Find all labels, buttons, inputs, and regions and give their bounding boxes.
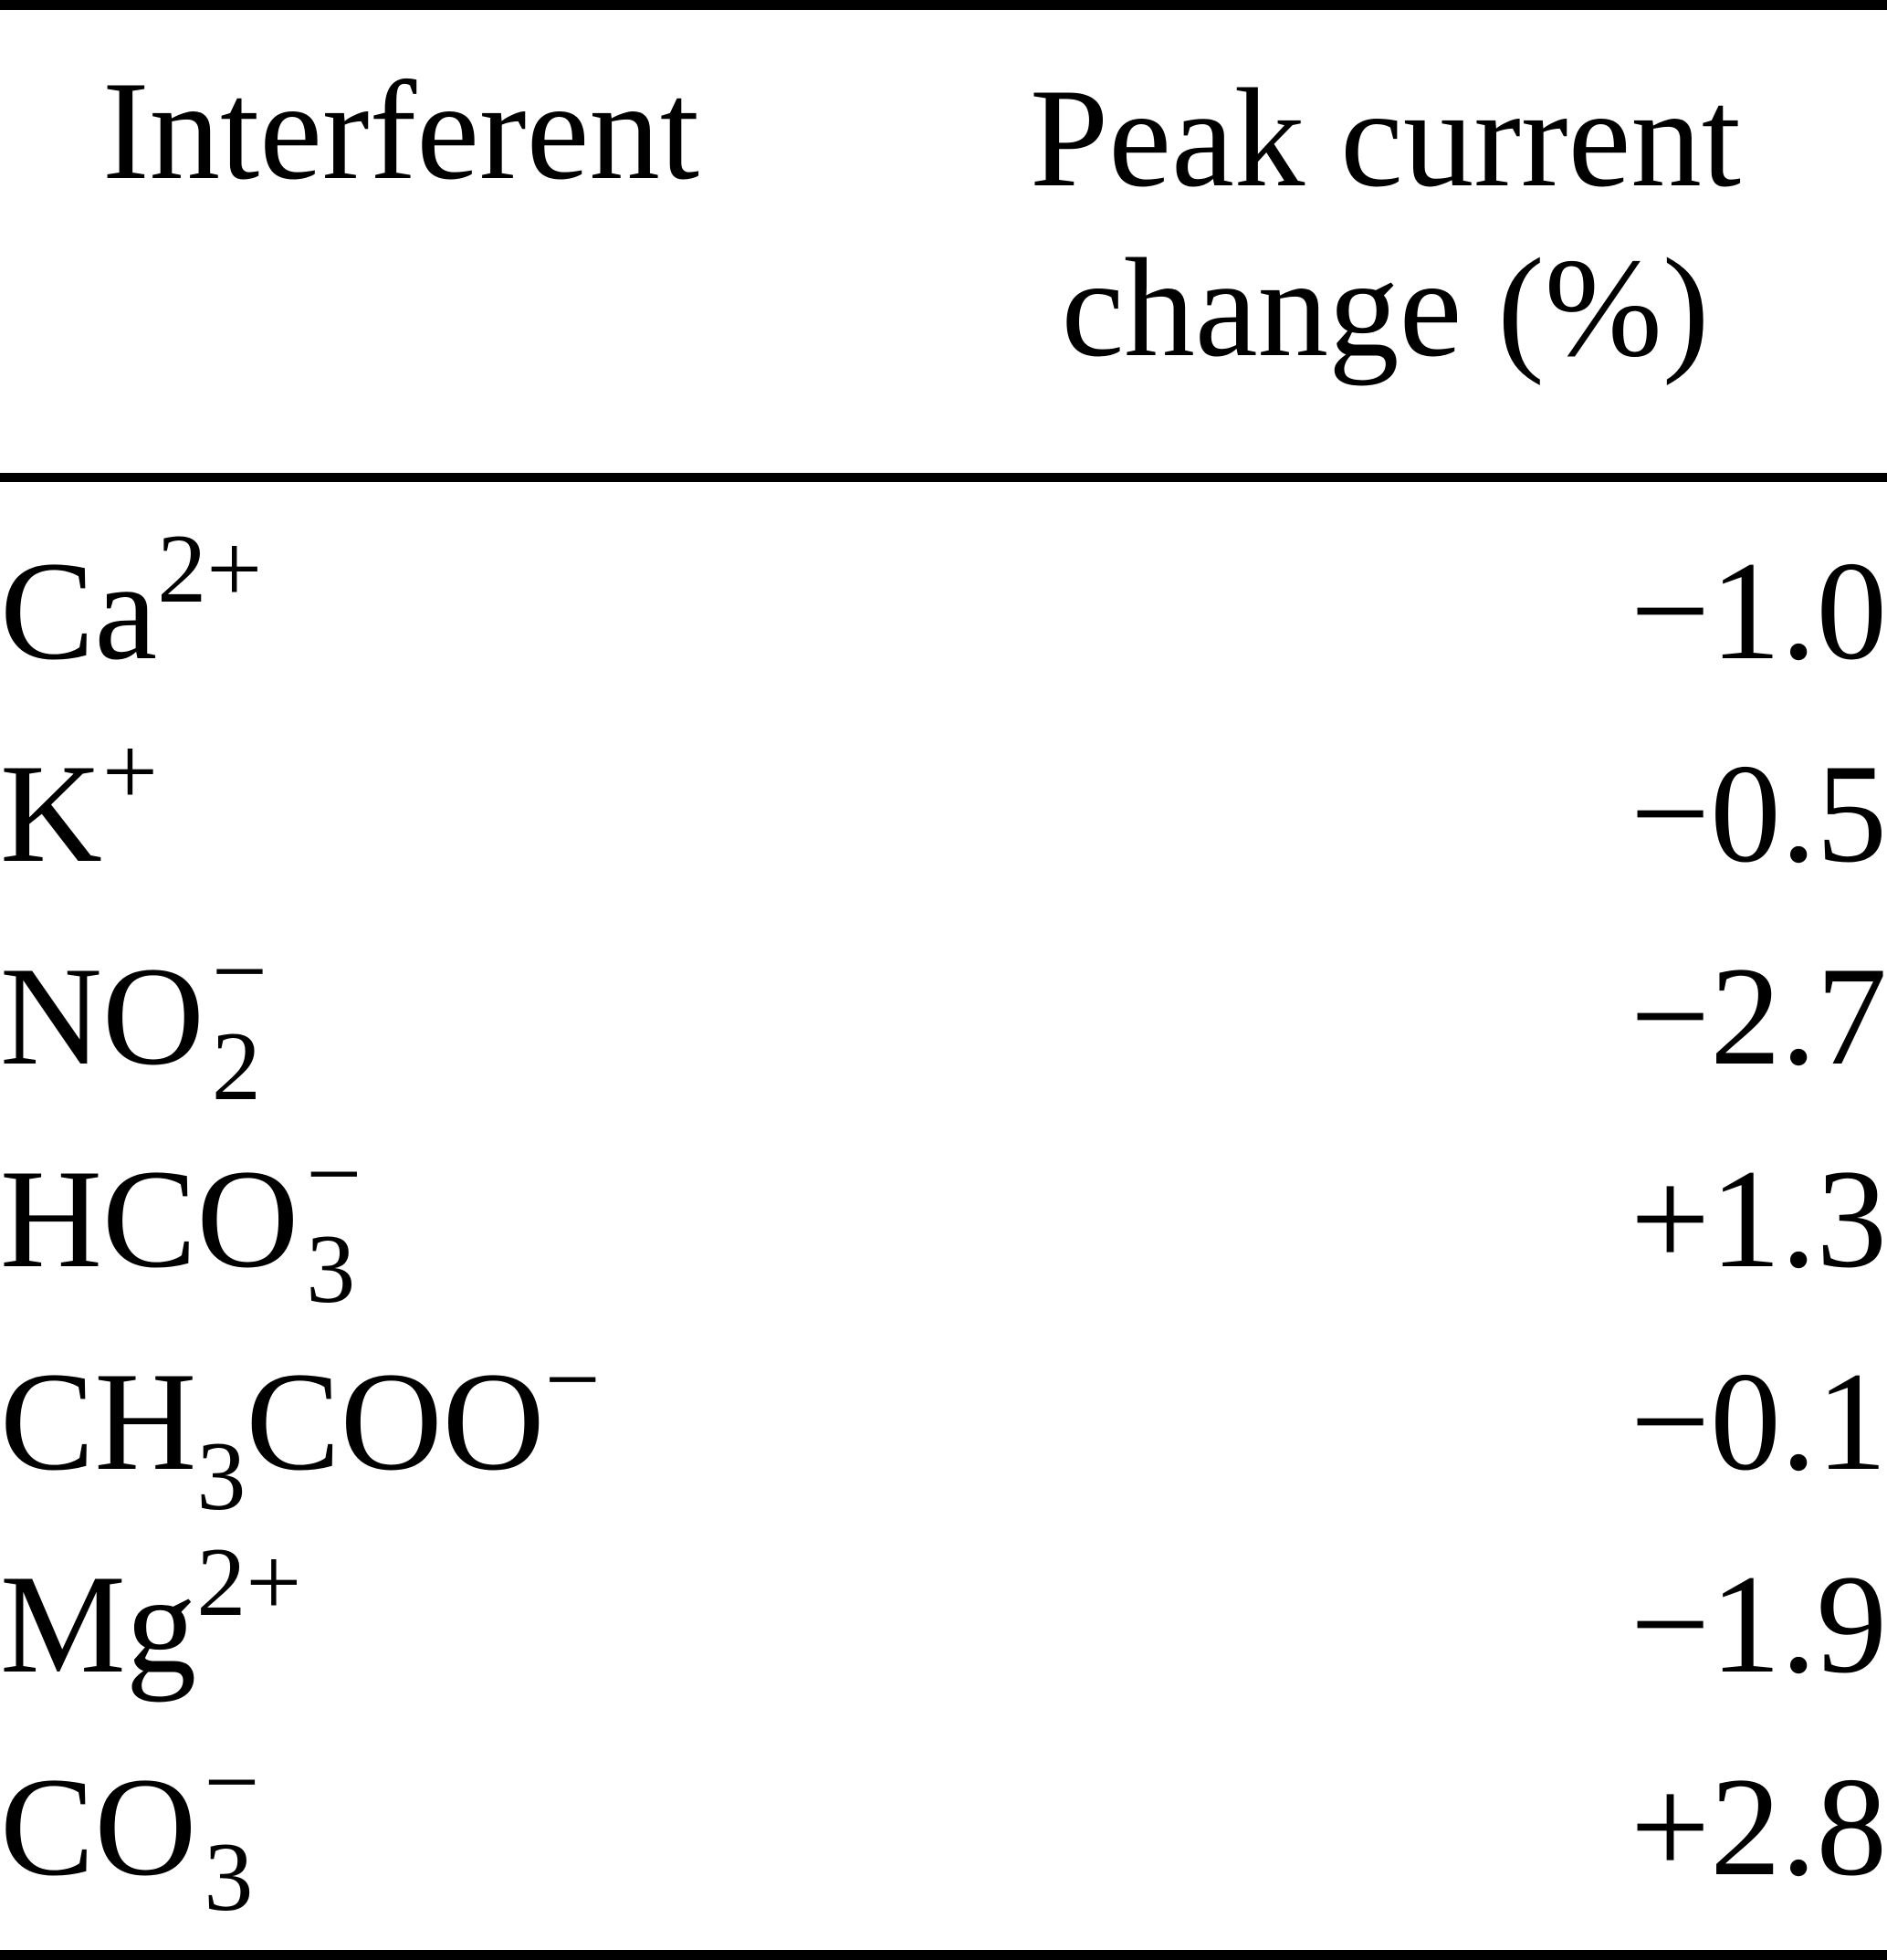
interferent-cell: NO −2 xyxy=(0,915,1322,1117)
peak-current-header-line-1: Peak current xyxy=(1030,59,1741,216)
table-row: NO −2 −2.7 xyxy=(0,915,1887,1117)
value-cell: +1.3 xyxy=(1630,1140,1887,1297)
formula-sup-sub-stack: −2 xyxy=(204,923,300,1116)
formula-text: NO xyxy=(0,938,204,1095)
value-cell: −1.9 xyxy=(1630,1546,1887,1703)
value-cell: −2.7 xyxy=(1630,938,1887,1095)
formula-superscript: + xyxy=(101,718,158,826)
formula-subscript: 3 xyxy=(306,1215,356,1324)
table-row: K+ −0.5 xyxy=(0,712,1887,915)
value-cell: −0.1 xyxy=(1630,1343,1887,1500)
table-row: CH3COO− −0.1 xyxy=(0,1320,1887,1526)
formula-text: Mg xyxy=(0,1546,197,1703)
value-cell: −1.0 xyxy=(1630,532,1887,689)
formula-superscript: − xyxy=(544,1326,601,1434)
formula-superscript: 2+ xyxy=(157,515,263,624)
formula-text: CO xyxy=(0,1748,197,1905)
formula-superscript: − xyxy=(204,1728,260,1837)
value-cell: −0.5 xyxy=(1630,735,1887,892)
table-row: Mg2+ −1.9 xyxy=(0,1523,1887,1725)
value-cell: +2.8 xyxy=(1630,1748,1887,1905)
formula-sup-sub-stack: −3 xyxy=(299,1126,394,1319)
formula-subscript: 3 xyxy=(196,1422,246,1531)
formula-text: COO xyxy=(246,1343,545,1500)
column-header-peak-current-change: Peak current change (%) xyxy=(940,53,1830,393)
table-header-rule xyxy=(0,473,1887,482)
formula-superscript: − xyxy=(306,1120,362,1229)
formula-text: CH xyxy=(0,1343,197,1500)
formula-superscript: − xyxy=(211,917,267,1026)
formula-text: Ca xyxy=(0,532,158,689)
table-row: HCO −3 +1.3 xyxy=(0,1117,1887,1320)
interferent-cell: Ca2+ xyxy=(0,509,1322,712)
formula-subscript: 2 xyxy=(211,1012,261,1121)
interferent-cell: CH3COO− xyxy=(0,1320,1322,1526)
table-row: Ca2+ −1.0 xyxy=(0,509,1887,712)
peak-current-header-line-2: change (%) xyxy=(1061,229,1710,386)
interference-table-body: Ca2+ −1.0 K+ −0.5 NO −2 −2.7 HCO −3 +1.3 CH3COO− −0… xyxy=(0,509,1887,1928)
formula-sup-sub-stack: −3 xyxy=(196,1734,292,1927)
formula-subscript: 3 xyxy=(204,1823,254,1932)
table-rows-container: Ca2+ −1.0 K+ −0.5 NO −2 −2.7 HCO −3 +1.3 CH3COO− −0… xyxy=(0,509,1887,1928)
interferent-cell: K+ xyxy=(0,712,1322,915)
table-top-rule xyxy=(0,0,1887,10)
formula-text: K xyxy=(0,735,102,892)
interferent-cell: HCO −3 xyxy=(0,1117,1322,1320)
formula-superscript: 2+ xyxy=(196,1528,302,1637)
interferent-cell: Mg2+ xyxy=(0,1523,1322,1725)
interferent-cell: CO −3 xyxy=(0,1725,1322,1928)
column-header-interferent: Interferent xyxy=(102,52,699,209)
formula-text: HCO xyxy=(0,1140,299,1297)
table-bottom-rule xyxy=(0,1950,1887,1960)
table-row: CO −3 +2.8 xyxy=(0,1725,1887,1928)
